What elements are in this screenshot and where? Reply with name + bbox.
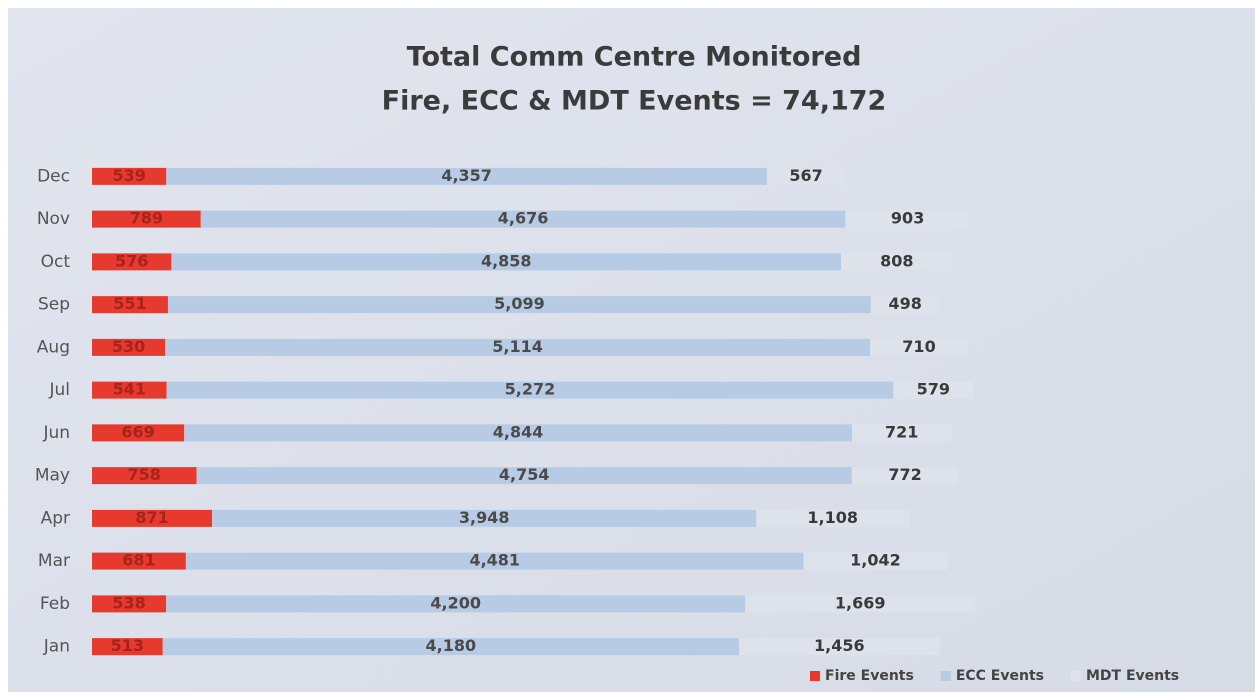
bar-segment (92, 509, 213, 527)
bar-segment (870, 338, 968, 356)
data-label: 5,114 (492, 337, 543, 356)
legend-swatch (940, 671, 951, 681)
y-tick-label: Mar (38, 551, 70, 571)
bar-segment (845, 210, 970, 228)
bar-segment (766, 167, 846, 185)
data-label: 772 (888, 465, 921, 484)
bar-segment (171, 253, 842, 271)
data-label: 551 (113, 294, 146, 313)
data-label: 4,200 (430, 593, 481, 612)
bar-segment (166, 381, 894, 399)
bar-segment (196, 467, 852, 485)
data-label: 4,858 (481, 251, 532, 270)
bar-segment (92, 296, 168, 314)
y-tick-label: Sep (38, 295, 70, 315)
data-label: 538 (112, 593, 145, 612)
data-label: 498 (889, 294, 922, 313)
data-label: 576 (115, 251, 148, 270)
bar-segment (184, 424, 853, 442)
data-label: 903 (891, 209, 924, 228)
data-label: 721 (885, 422, 918, 441)
data-label: 541 (113, 380, 146, 399)
legend-swatch (1070, 671, 1081, 681)
data-label: 871 (135, 508, 168, 527)
bar-segment (841, 253, 953, 271)
bar-segment (851, 467, 959, 485)
data-label: 758 (128, 465, 161, 484)
y-tick-label: Nov (37, 209, 70, 229)
y-tick-label: Aug (37, 337, 70, 357)
bar-segment (185, 552, 804, 570)
bar-segment (92, 424, 185, 442)
bar-segment (92, 338, 166, 356)
bar-segment (92, 253, 172, 271)
bar-segment (92, 595, 167, 613)
bar-segment (92, 381, 167, 399)
y-tick-label: Dec (37, 166, 70, 186)
data-label: 669 (121, 422, 154, 441)
bar-segment (166, 167, 767, 185)
bar-segment (893, 381, 974, 399)
data-label: 1,456 (814, 636, 865, 655)
data-label: 3,948 (459, 508, 510, 527)
chart-title: Fire, ECC & MDT Events = 74,172 (382, 86, 887, 117)
bar-segment (166, 595, 746, 613)
data-label: 567 (789, 166, 822, 185)
data-label: 681 (122, 551, 155, 570)
y-tick-label: May (35, 466, 70, 486)
bar-segment (92, 638, 163, 656)
data-label: 579 (917, 380, 950, 399)
data-label: 4,357 (441, 166, 492, 185)
y-tick-label: Oct (41, 252, 71, 272)
bar-segment (167, 296, 871, 314)
data-label: 513 (111, 636, 144, 655)
data-label: 4,754 (499, 465, 550, 484)
bar-segment (92, 552, 186, 570)
data-label: 808 (880, 251, 913, 270)
data-label: 530 (112, 337, 145, 356)
legend-swatch (810, 671, 820, 681)
bar-segment (756, 509, 910, 527)
y-tick-label: Jul (48, 380, 70, 400)
legend-label: ECC Events (956, 668, 1044, 684)
data-label: 4,676 (498, 209, 549, 228)
bar-segment (852, 424, 952, 442)
data-label: 539 (112, 166, 145, 185)
y-tick-label: Apr (41, 508, 70, 528)
bar-segment (165, 338, 871, 356)
data-label: 710 (902, 337, 935, 356)
legend-label: MDT Events (1086, 668, 1179, 684)
bar-segment (803, 552, 948, 570)
y-tick-label: Jan (43, 637, 70, 657)
bar-segment (212, 509, 757, 527)
data-label: 5,099 (494, 294, 545, 313)
data-label: 5,272 (505, 380, 556, 399)
y-tick-label: Jun (42, 423, 70, 443)
data-label: 4,844 (493, 422, 544, 441)
data-label: 4,481 (469, 551, 520, 570)
chart-title: Total Comm Centre Monitored (407, 42, 862, 73)
data-label: 1,042 (850, 551, 901, 570)
legend-label: Fire Events (825, 668, 914, 684)
bar-segment (870, 296, 940, 314)
data-label: 4,180 (426, 636, 477, 655)
data-label: 1,108 (807, 508, 858, 527)
bar-segment (200, 210, 846, 228)
bar-segment (92, 210, 201, 228)
y-tick-label: Feb (40, 594, 70, 614)
bar-segment (92, 467, 197, 485)
bar-segment (745, 595, 976, 613)
data-label: 1,669 (835, 593, 886, 612)
bar-segment (92, 167, 167, 185)
bar-segment (738, 638, 940, 656)
bar-segment (162, 638, 739, 656)
data-label: 789 (130, 209, 163, 228)
